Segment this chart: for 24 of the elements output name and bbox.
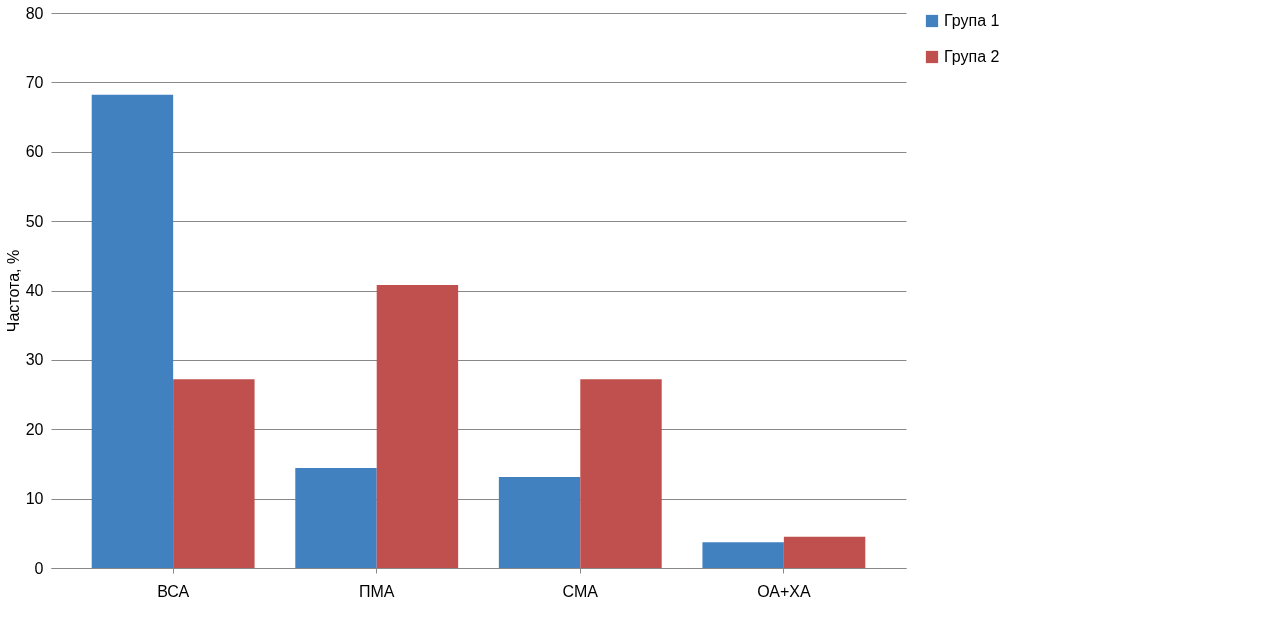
y-tick-label: 10	[25, 490, 44, 508]
legend-label: Група 2	[944, 48, 1000, 65]
y-axis-title: Частота, %	[4, 249, 22, 333]
y-tick-label: 60	[25, 143, 44, 161]
y-tick-label: 80	[25, 4, 44, 22]
y-tick-label: 0	[34, 559, 44, 577]
y-tick-label: 70	[25, 73, 44, 91]
x-tick-label: ОА+ХА	[757, 582, 811, 600]
bar	[173, 379, 255, 568]
bar	[498, 477, 581, 568]
bar	[702, 542, 784, 568]
bar	[376, 284, 459, 568]
y-tick-label: 40	[25, 282, 44, 299]
y-tick-label: 30	[25, 351, 44, 369]
x-tick-label: СМА	[562, 582, 599, 600]
y-tick-label: 50	[25, 212, 44, 230]
bar	[783, 536, 866, 568]
bar	[580, 379, 662, 568]
bar	[91, 94, 174, 568]
bar	[295, 468, 377, 568]
x-tick-label: ПМА	[358, 582, 395, 600]
legend-label: Група 1	[944, 12, 1000, 29]
x-tick-label: ВСА	[157, 582, 190, 600]
y-tick-label: 20	[25, 420, 44, 438]
